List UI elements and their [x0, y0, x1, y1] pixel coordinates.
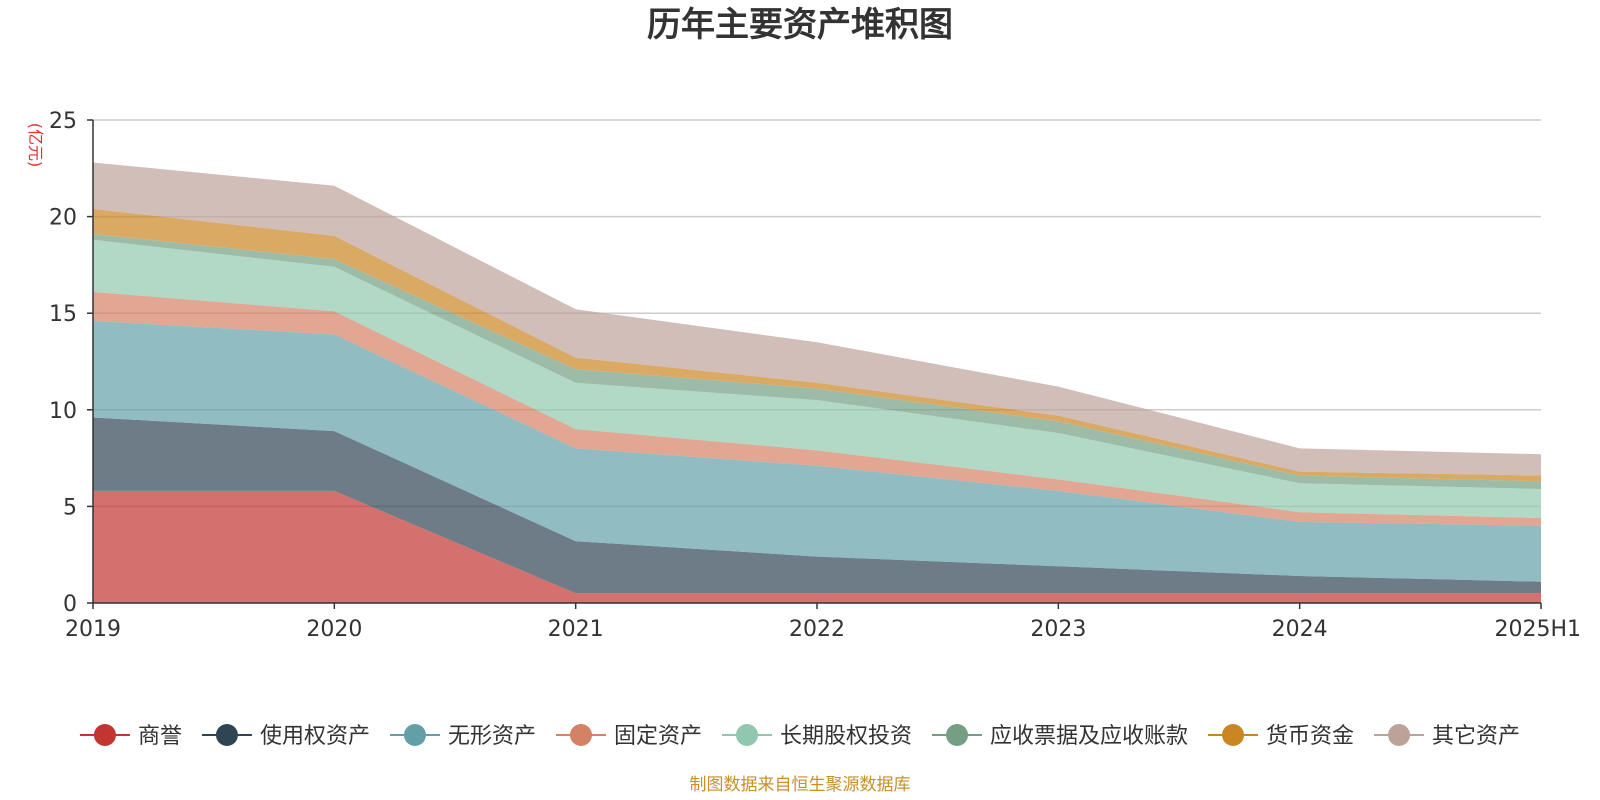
area-固定资产[interactable] [93, 291, 1541, 526]
legend: 商誉 使用权资产 无形资产 固定资产 长期股权投资 应收票据及应收账款 货币资金 其它资产 [79, 724, 1520, 749]
legend-item-无形资产[interactable]: 无形资产 [389, 724, 536, 749]
x-tick-label: 2021 [548, 617, 604, 642]
x-tick-label: 2024 [1272, 617, 1328, 642]
area-商誉[interactable] [93, 490, 1541, 603]
legend-marker [403, 724, 426, 746]
y-tick-label: 20 [49, 206, 77, 231]
legend-item-应收票据及应收账款[interactable]: 应收票据及应收账款 [932, 724, 1188, 749]
area-series-group [93, 162, 1541, 603]
area-无形资产[interactable] [93, 320, 1541, 582]
y-tick-label: 0 [63, 592, 77, 617]
y-tick-label: 25 [49, 109, 77, 134]
y-tick-label: 5 [63, 495, 77, 520]
x-tick-label: 2020 [306, 617, 362, 642]
chart-title: 历年主要资产堆积图 [647, 5, 953, 45]
legend-marker [736, 724, 758, 746]
legend-marker [1388, 724, 1411, 746]
y-axis-unit-label: (亿元) [26, 123, 45, 168]
legend-label: 固定资产 [614, 724, 702, 749]
legend-item-商誉[interactable]: 商誉 [79, 724, 182, 749]
legend-item-使用权资产[interactable]: 使用权资产 [201, 724, 370, 749]
area-其它资产[interactable] [93, 162, 1541, 476]
legend-item-长期股权投资[interactable]: 长期股权投资 [722, 724, 912, 749]
legend-label: 无形资产 [448, 724, 536, 749]
x-tick-label: 2022 [789, 617, 845, 642]
legend-label: 应收票据及应收账款 [990, 724, 1188, 749]
legend-marker [946, 724, 969, 746]
legend-marker [215, 724, 238, 746]
legend-item-其它资产[interactable]: 其它资产 [1374, 724, 1520, 749]
area-货币资金[interactable] [93, 208, 1541, 482]
legend-label: 货币资金 [1266, 724, 1354, 749]
legend-label: 使用权资产 [260, 724, 370, 749]
legend-marker [1222, 724, 1245, 746]
x-tick-label: 2025H1 [1494, 617, 1581, 642]
legend-marker [569, 724, 592, 746]
legend-label: 商誉 [138, 724, 182, 749]
legend-marker [93, 724, 116, 746]
legend-label: 其它资产 [1432, 724, 1520, 749]
y-axis-ticks: 0 5 10 15 20 25 [49, 109, 93, 617]
x-tick-label: 2019 [65, 617, 121, 642]
area-长期股权投资[interactable] [93, 239, 1541, 519]
source-note: 制图数据来自恒生聚源数据库 [690, 775, 911, 795]
y-tick-label: 10 [49, 399, 77, 424]
x-axis-ticks: 2019 2020 2021 2022 2023 2024 2025H1 [65, 603, 1581, 642]
legend-label: 长期股权投资 [780, 724, 912, 749]
x-tick-label: 2023 [1030, 617, 1086, 642]
legend-item-固定资产[interactable]: 固定资产 [555, 724, 702, 749]
legend-item-货币资金[interactable]: 货币资金 [1208, 724, 1354, 749]
area-使用权资产[interactable] [93, 417, 1541, 594]
y-tick-label: 15 [49, 302, 77, 327]
